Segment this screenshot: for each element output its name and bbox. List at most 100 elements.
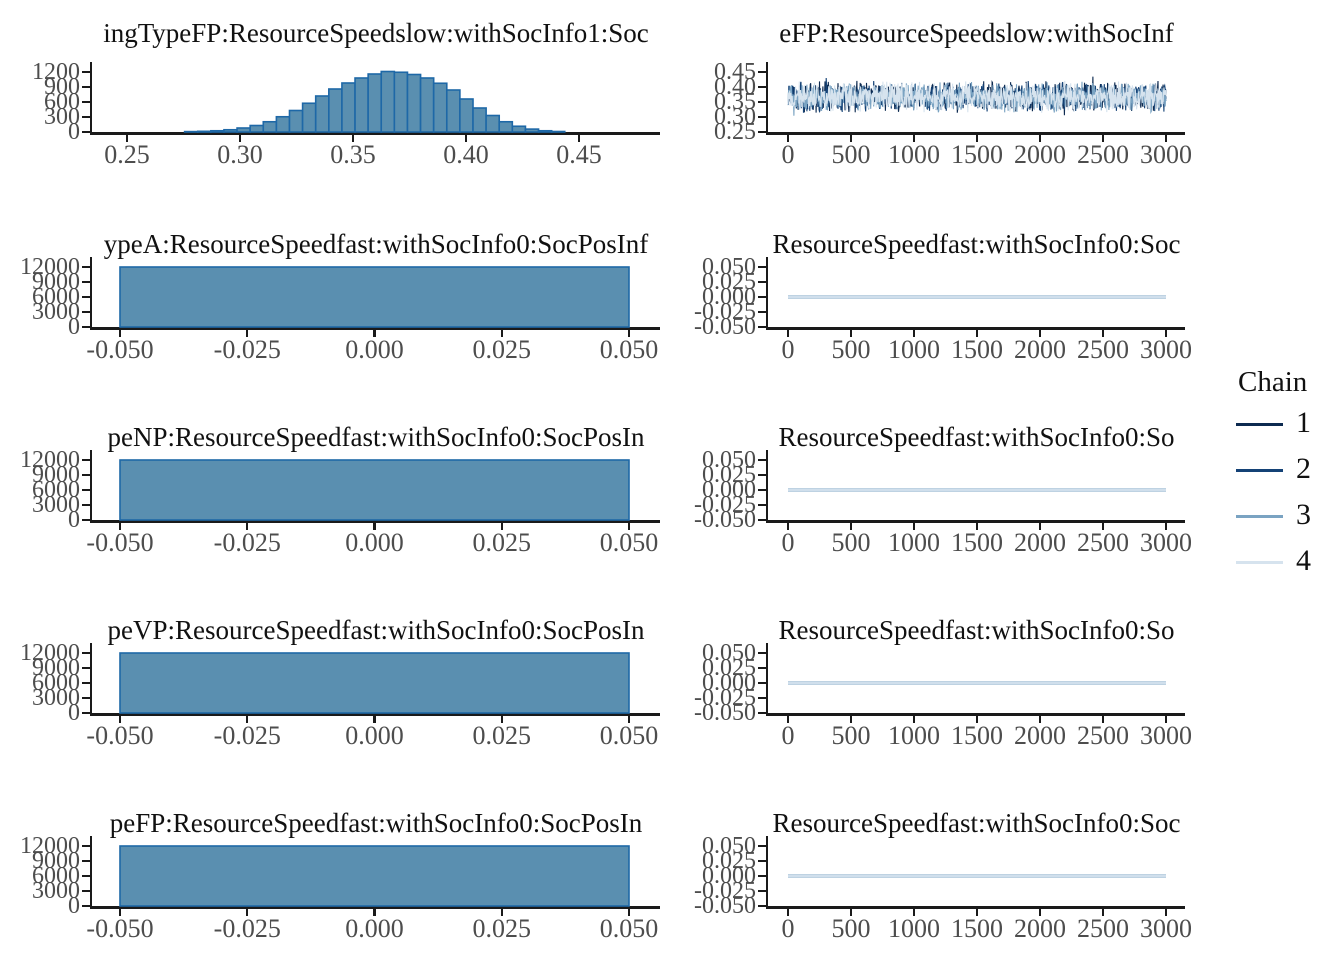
histogram-bar xyxy=(432,82,448,133)
trace-canvas xyxy=(787,76,1167,116)
x-tick-label: 1500 xyxy=(951,914,1003,943)
y-tick-mark xyxy=(82,265,90,269)
y-tick-mark xyxy=(758,100,766,104)
histogram-bar xyxy=(275,115,291,133)
histogram-canvas xyxy=(119,652,630,714)
y-tick-label: 0.025 xyxy=(702,462,756,488)
y-tick-label: 0 xyxy=(68,507,80,533)
y-tick-label: 900 xyxy=(44,74,80,100)
x-tick-label: 2000 xyxy=(1014,528,1066,557)
x-tick-mark xyxy=(975,522,979,530)
x-tick-label: 0 xyxy=(781,140,795,169)
x-axis-line xyxy=(89,713,660,716)
y-tick-mark xyxy=(758,265,766,269)
y-tick-label: 3000 xyxy=(32,492,80,518)
x-tick-mark xyxy=(500,522,503,530)
x-tick-label: -0.050 xyxy=(86,528,154,557)
y-tick-label: 0 xyxy=(68,893,80,919)
x-tick-label: 2000 xyxy=(1014,335,1066,364)
x-tick-mark xyxy=(912,908,916,916)
histogram-bar xyxy=(419,77,435,133)
y-tick-mark xyxy=(82,503,90,507)
x-axis-line xyxy=(765,713,1185,716)
histogram-bar xyxy=(511,125,527,133)
y-tick-mark xyxy=(82,458,90,462)
chain-legend: Chain 1 2 3 4 xyxy=(1226,362,1342,586)
trace-line-chain-4 xyxy=(787,80,1167,113)
histogram-bar xyxy=(223,128,238,133)
x-axis-line xyxy=(765,132,1185,135)
y-tick-mark xyxy=(82,115,90,119)
x-tick-label: -0.050 xyxy=(86,721,154,750)
x-tick-label: 0.025 xyxy=(472,528,532,557)
x-tick-mark xyxy=(849,908,853,916)
x-tick-mark xyxy=(238,134,242,142)
y-tick-label: 6000 xyxy=(32,284,80,310)
y-tick-label: 6000 xyxy=(32,477,80,503)
y-tick-mark xyxy=(82,100,90,104)
x-tick-mark xyxy=(246,329,249,337)
x-tick-mark xyxy=(373,522,376,530)
x-tick-label: 0 xyxy=(781,335,795,364)
x-tick-mark xyxy=(1101,134,1105,142)
x-tick-label: 0.050 xyxy=(599,528,659,557)
y-tick-label: -0.050 xyxy=(694,507,756,533)
x-tick-mark xyxy=(118,908,122,916)
x-tick-label: 500 xyxy=(831,721,871,750)
x-tick-mark xyxy=(849,715,853,723)
y-axis-line xyxy=(89,62,92,135)
x-tick-mark xyxy=(1101,908,1105,916)
histogram-bar xyxy=(249,124,265,133)
x-tick-mark xyxy=(1101,715,1105,723)
x-tick-mark xyxy=(627,522,631,530)
x-tick-mark xyxy=(786,908,790,916)
x-tick-label: 500 xyxy=(831,528,871,557)
y-tick-label: 3000 xyxy=(32,299,80,325)
y-tick-label: 12000 xyxy=(20,640,80,666)
y-tick-label: 0 xyxy=(68,700,80,726)
y-tick-mark xyxy=(758,666,766,670)
panel-title: ResourceSpeedfast:withSocInfo0:Soc xyxy=(772,808,1181,838)
x-tick-mark xyxy=(786,715,790,723)
x-tick-mark xyxy=(912,329,916,337)
y-tick-mark xyxy=(82,844,90,848)
histogram-bar xyxy=(459,98,474,133)
y-tick-mark xyxy=(758,130,766,134)
x-tick-label: 3000 xyxy=(1140,528,1192,557)
x-tick-label: 2000 xyxy=(1014,914,1066,943)
y-tick-label: 12000 xyxy=(20,254,80,280)
legend-title: Chain xyxy=(1238,366,1308,398)
x-tick-label: -0.050 xyxy=(86,335,154,364)
x-tick-label: 3000 xyxy=(1140,721,1192,750)
y-tick-label: 0.000 xyxy=(702,670,756,696)
x-tick-mark xyxy=(1164,908,1168,916)
x-tick-label: 1000 xyxy=(888,528,940,557)
x-tick-mark xyxy=(118,715,122,723)
y-axis-line xyxy=(89,450,92,523)
x-tick-label: 2500 xyxy=(1077,721,1129,750)
x-tick-mark xyxy=(912,134,916,142)
x-tick-label: 2000 xyxy=(1014,721,1066,750)
x-tick-mark xyxy=(118,522,122,530)
x-tick-mark xyxy=(351,134,355,142)
x-tick-label: 500 xyxy=(831,914,871,943)
y-tick-label: 0.025 xyxy=(702,655,756,681)
x-tick-label: 1500 xyxy=(951,335,1003,364)
y-tick-mark xyxy=(82,651,90,655)
x-tick-label: 0.25 xyxy=(104,140,150,169)
y-tick-mark xyxy=(758,711,766,715)
x-tick-mark xyxy=(1101,329,1105,337)
y-tick-label: 0.45 xyxy=(714,59,756,85)
y-tick-mark xyxy=(82,666,90,670)
x-tick-label: 2000 xyxy=(1014,140,1066,169)
y-tick-mark xyxy=(82,130,90,134)
y-tick-mark xyxy=(82,70,90,74)
legend-entry-chain-2: 2 xyxy=(1226,448,1342,494)
x-tick-mark xyxy=(849,522,853,530)
x-tick-mark xyxy=(786,522,790,530)
x-tick-label: 0.000 xyxy=(345,528,404,557)
y-tick-mark xyxy=(758,696,766,700)
histogram-bar xyxy=(445,89,461,133)
y-tick-label: 3000 xyxy=(32,878,80,904)
histogram-bar xyxy=(119,652,630,714)
